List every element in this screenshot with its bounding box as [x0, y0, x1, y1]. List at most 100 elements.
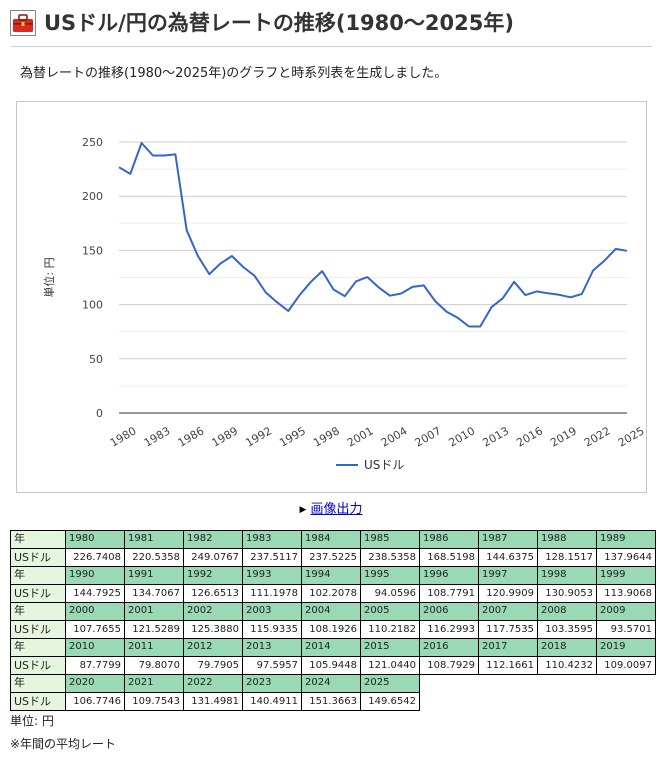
title-divider [10, 46, 652, 47]
year-cell: 2018 [537, 638, 597, 657]
rate-cell: 103.3595 [537, 620, 597, 639]
year-cell: 1998 [537, 566, 597, 585]
rate-value-row: USドル 106.7746 109.7543 131.4981 140.4911 151.… [10, 692, 656, 711]
rate-cell: 151.3663 [301, 692, 361, 711]
y-axis-title: 単位: 円 [42, 257, 56, 297]
data-point [344, 295, 346, 297]
year-cell: 2013 [242, 638, 302, 657]
year-cell: 1993 [242, 566, 302, 585]
year-cell: 1990 [65, 566, 125, 585]
year-cell: 2007 [478, 602, 538, 621]
year-cell: 1991 [124, 566, 184, 585]
rate-cell: 140.4911 [242, 692, 302, 711]
page-header: USドル/円の為替レートの推移(1980～2025年) [10, 6, 652, 40]
currency-row-label: USドル [10, 584, 66, 603]
year-cell: 1997 [478, 566, 538, 585]
rate-cell: 108.7929 [419, 656, 479, 675]
description-text: 為替レートの推移(1980～2025年)のグラフと時系列表を生成しました。 [20, 66, 448, 81]
rate-cell: 117.7535 [478, 620, 538, 639]
empty-cell [597, 675, 656, 693]
year-cell: 2019 [596, 638, 656, 657]
rate-cell: 238.5358 [360, 548, 420, 567]
rate-cell: 237.5225 [301, 548, 361, 567]
x-tick-label: 2004 [379, 424, 410, 449]
data-point [412, 286, 414, 288]
rate-cell: 108.1926 [301, 620, 361, 639]
empty-cell [538, 675, 597, 693]
data-point [197, 255, 199, 257]
export-image-link[interactable]: 画像出力 [310, 502, 363, 517]
year-cell: 1992 [183, 566, 243, 585]
year-cell: 2003 [242, 602, 302, 621]
x-tick-label: 2016 [514, 424, 545, 449]
data-point [321, 270, 323, 272]
x-tick-label: 2025 [616, 424, 646, 449]
year-cell: 1980 [65, 530, 125, 549]
data-point [332, 289, 334, 291]
rate-cell: 79.7905 [183, 656, 243, 675]
data-point [615, 248, 617, 250]
rate-cell: 112.1661 [478, 656, 538, 675]
year-cell: 2011 [124, 638, 184, 657]
year-cell: 2012 [183, 638, 243, 657]
year-header-row: 年 2020 2021 2022 2023 2024 2025 [10, 674, 656, 693]
rate-cell: 149.6542 [360, 692, 420, 711]
data-point [457, 317, 459, 319]
export-row: ▶ 画像出力 [0, 501, 662, 519]
x-tick-label: 2013 [480, 424, 511, 449]
toolbox-icon [10, 10, 36, 36]
rate-cell: 220.5358 [124, 548, 184, 567]
x-tick-label: 1998 [311, 424, 342, 449]
rate-cell: 121.5289 [124, 620, 184, 639]
currency-row-label: USドル [10, 692, 66, 711]
year-cell: 2006 [419, 602, 479, 621]
x-tick-label: 2022 [582, 424, 613, 449]
x-tick-label: 2010 [447, 424, 478, 449]
rate-cell: 110.4232 [537, 656, 597, 675]
rate-cell: 144.7925 [65, 584, 125, 603]
data-point [220, 262, 222, 264]
rate-cell: 87.7799 [65, 656, 125, 675]
data-point [310, 281, 312, 283]
year-cell: 2010 [65, 638, 125, 657]
year-cell: 2022 [183, 674, 243, 693]
data-point [208, 273, 210, 275]
rate-cell: 130.9053 [537, 584, 597, 603]
year-cell: 2001 [124, 602, 184, 621]
data-point [626, 250, 628, 252]
rate-cell: 134.7067 [124, 584, 184, 603]
rate-cell: 111.1978 [242, 584, 302, 603]
year-cell: 1999 [596, 566, 656, 585]
year-cell: 1996 [419, 566, 479, 585]
rate-cell: 97.5957 [242, 656, 302, 675]
data-point [118, 166, 120, 168]
data-point [423, 284, 425, 286]
data-point [141, 142, 143, 144]
year-cell: 2021 [124, 674, 184, 693]
data-point [287, 310, 289, 312]
rate-cell: 110.2182 [360, 620, 420, 639]
rate-value-row: USドル 144.7925 134.7067 126.6513 111.1978 102.… [10, 584, 656, 603]
rate-cell: 109.7543 [124, 692, 184, 711]
arrow-right-icon: ▶ [299, 505, 307, 515]
rate-cell: 113.9068 [596, 584, 656, 603]
data-point [513, 281, 515, 283]
series-line-usd [118, 142, 628, 328]
rate-value-row: USドル 107.7655 121.5289 125.3880 115.9335 108.… [10, 620, 656, 639]
line-chart: 0 50 100 150 200 250 1980 1983 1986 1989 1992 1995 1… [42, 136, 646, 472]
data-point [389, 295, 391, 297]
y-tick-label: 50 [89, 353, 103, 366]
year-cell: 2004 [301, 602, 361, 621]
data-point [355, 280, 357, 282]
data-point [491, 306, 493, 308]
chart-container: 0 50 100 150 200 250 1980 1983 1986 1989 1992 1995 1… [16, 101, 647, 493]
data-point [502, 297, 504, 299]
data-point [468, 325, 470, 327]
data-point [253, 275, 255, 277]
rate-value-row: USドル 87.7799 79.8070 79.7905 97.5957 105.9448… [10, 656, 656, 675]
rate-cell: 116.2993 [419, 620, 479, 639]
rate-cell: 108.7791 [419, 584, 479, 603]
year-cell: 2009 [596, 602, 656, 621]
data-point [434, 300, 436, 302]
x-tick-label: 2007 [413, 424, 444, 449]
